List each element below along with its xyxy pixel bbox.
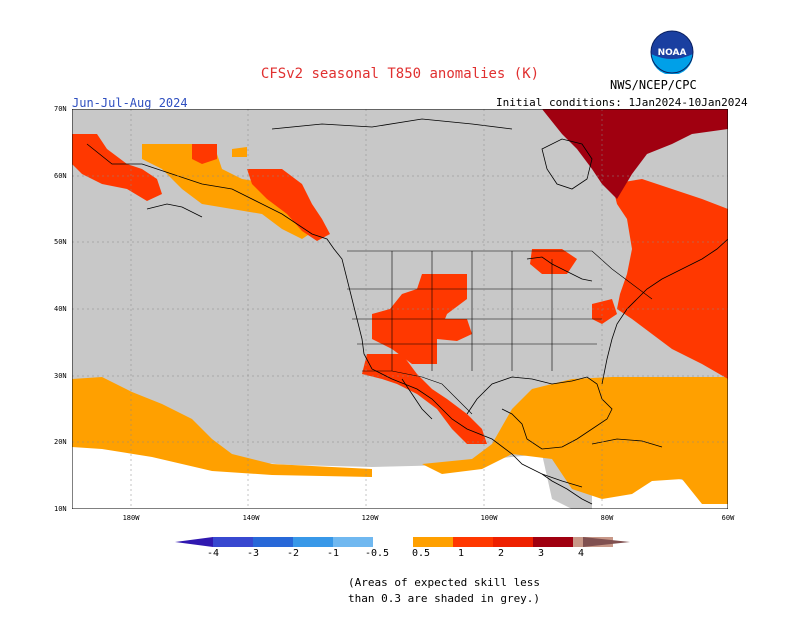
lon-label: 100W — [480, 514, 498, 522]
coastlines — [86, 118, 728, 505]
skill-note-line: (Areas of expected skill less — [348, 576, 541, 589]
lat-label: 30N — [54, 372, 67, 380]
colorbar-label: -0.5 — [364, 548, 390, 559]
lon-label: 180W — [122, 514, 140, 522]
map-title: CFSv2 seasonal T850 anomalies (K) — [260, 66, 540, 82]
anomaly-map — [72, 109, 728, 509]
skill-note: (Areas of expected skill less than 0.3 a… — [300, 575, 560, 607]
lon-label: 60W — [721, 514, 735, 522]
lat-label: 50N — [54, 238, 67, 246]
lon-label: 80W — [600, 514, 614, 522]
colorbar-label: 2 — [497, 548, 505, 559]
colorbar-label: -2 — [286, 548, 300, 559]
forecast-period: Jun-Jul-Aug 2024 — [72, 96, 188, 110]
svg-text:NOAA: NOAA — [658, 48, 687, 58]
initial-conditions: Initial conditions: 1Jan2024-10Jan2024 — [496, 96, 748, 109]
lon-label: 140W — [242, 514, 260, 522]
lon-label: 120W — [361, 514, 379, 522]
graticule — [72, 109, 728, 509]
colorbar-label: -1 — [326, 548, 340, 559]
colorbar-label: 4 — [577, 548, 585, 559]
skill-note-line: than 0.3 are shaded in grey.) — [348, 592, 541, 605]
colorbar-label: -4 — [206, 548, 220, 559]
noaa-logo: NOAA — [650, 30, 694, 75]
colorbar-label: 0.5 — [411, 548, 431, 559]
colorbar — [175, 537, 630, 547]
agency-label: NWS/NCEP/CPC — [610, 78, 697, 92]
anomaly-2-3-region — [542, 109, 728, 199]
political-borders — [347, 250, 653, 415]
lat-label: 70N — [54, 105, 67, 113]
colorbar-label: 3 — [537, 548, 545, 559]
lat-label: 40N — [54, 305, 67, 313]
colorbar-label: 1 — [457, 548, 465, 559]
lat-label: 10N — [54, 505, 67, 513]
colorbar-label: -3 — [246, 548, 260, 559]
lat-label: 60N — [54, 172, 67, 180]
lat-label: 20N — [54, 438, 67, 446]
